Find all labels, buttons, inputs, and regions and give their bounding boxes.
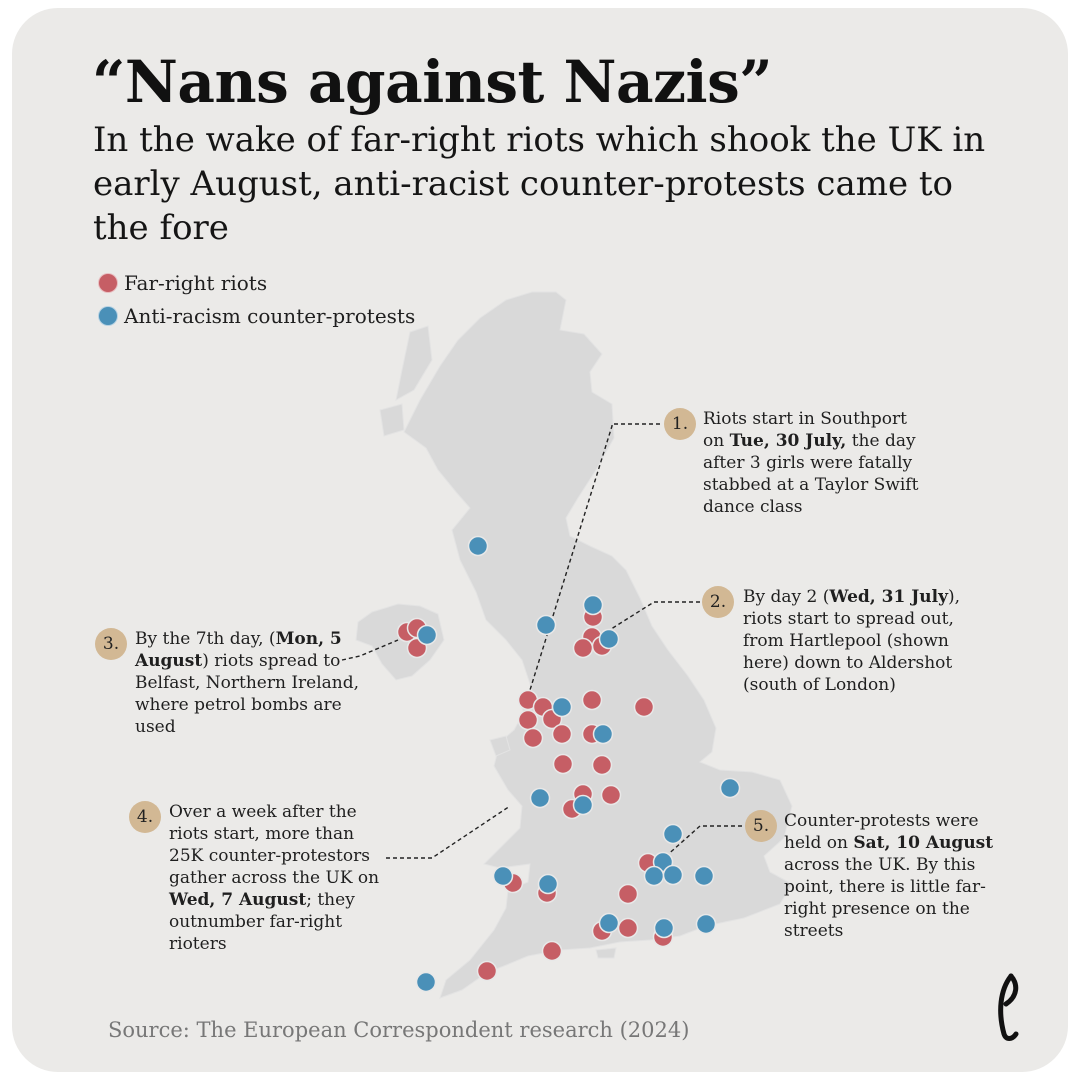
- leader-line-1: [529, 423, 660, 691]
- skye-shape: [379, 403, 405, 437]
- counter-protest-marker: [643, 865, 665, 887]
- annotation-text-run: By day 2 (: [743, 587, 830, 607]
- riot-marker: [551, 723, 573, 745]
- counter-protest-marker: [582, 594, 604, 616]
- annotation-text-run: Counter-protests were held on: [784, 811, 979, 853]
- annotation-text-run: the day after 3 girls were fatally stabb…: [703, 431, 919, 517]
- counter-protest-marker: [572, 794, 594, 816]
- counter-protest-marker: [535, 614, 557, 636]
- counter-protest-marker: [653, 917, 675, 939]
- annotation-badge-2: 2.: [702, 586, 734, 618]
- annotation-badge-4: 4.: [129, 801, 161, 833]
- isle-of-wight-shape: [595, 947, 617, 959]
- counter-protest-legend-marker: [98, 306, 118, 326]
- annotation-badge-3: 3.: [95, 628, 127, 660]
- counter-protest-marker: [537, 873, 559, 895]
- counter-protest-marker: [467, 535, 489, 557]
- leader-line-2: [599, 601, 700, 637]
- annotation-text-run: By the 7th day, (: [135, 629, 276, 649]
- annotation-text-run: ), riots start to spread out, from Hartl…: [743, 587, 960, 695]
- riot-marker: [572, 637, 594, 659]
- riot-marker: [591, 754, 613, 776]
- legend-item-riots: Far-right riots: [98, 271, 267, 295]
- riot-legend-marker: [98, 273, 118, 293]
- western-isles-shape: [395, 325, 433, 401]
- annotation-date: Mon, 5 August: [135, 629, 342, 671]
- legend-item-counter-protests: Anti-racism counter-protests: [98, 304, 415, 328]
- legend-label: Anti-racism counter-protests: [124, 304, 416, 328]
- leader-line-4: [386, 805, 511, 859]
- annotation-2-text: By day 2 (Wed, 31 July), riots start to …: [743, 586, 973, 696]
- subtitle: In the wake of far-right riots which sho…: [93, 120, 986, 248]
- annotation-badge-1: 1.: [664, 408, 696, 440]
- counter-protest-marker: [719, 777, 741, 799]
- counter-protest-marker: [529, 787, 551, 809]
- counter-protest-marker: [551, 696, 573, 718]
- european-correspondent-logo: [998, 973, 1019, 1041]
- legend-label: Far-right riots: [124, 271, 268, 295]
- riot-marker: [541, 940, 563, 962]
- riot-marker: [633, 696, 655, 718]
- annotation-text-run: ; they outnumber far-right rioters: [169, 890, 355, 954]
- riot-marker: [552, 753, 574, 775]
- annotation-leader-lines: [341, 423, 742, 859]
- annotation-text-run: Riots start in Southport on: [703, 409, 907, 451]
- counter-protest-marker: [598, 912, 620, 934]
- annotation-text-run: Over a week after the riots start, more …: [169, 802, 380, 888]
- counter-protest-marker: [492, 865, 514, 887]
- riot-marker: [581, 689, 603, 711]
- riot-marker: [617, 917, 639, 939]
- annotation-date: Tue, 30 July,: [729, 431, 847, 451]
- annotation-date: Wed, 7 August: [169, 890, 307, 910]
- riot-marker: [522, 727, 544, 749]
- leader-line-5: [663, 825, 742, 859]
- counter-protest-marker: [693, 865, 715, 887]
- source-note: Source: The European Correspondent resea…: [108, 1018, 690, 1042]
- annotation-5-text: Counter-protests were held on Sat, 10 Au…: [784, 810, 1004, 942]
- counter-protest-marker: [592, 723, 614, 745]
- counter-protest-marker: [695, 913, 717, 935]
- annotation-text-run: ) riots spread to Belfast, Northern Irel…: [135, 651, 360, 737]
- riot-marker: [617, 883, 639, 905]
- counter-protest-marker: [415, 971, 437, 993]
- annotation-date: Sat, 10 August: [853, 833, 994, 853]
- counter-protest-markers: [415, 535, 741, 993]
- annotation-badge-5: 5.: [745, 810, 777, 842]
- annotation-text-run: across the UK. By this point, there is l…: [784, 855, 986, 941]
- headline: “Nans against Nazis”: [92, 48, 773, 116]
- anglesey-shape: [489, 735, 511, 757]
- annotation-3-text: By the 7th day, (Mon, 5 August) riots sp…: [135, 628, 375, 738]
- annotation-4-text: Over a week after the riots start, more …: [169, 801, 387, 955]
- counter-protest-marker: [662, 864, 684, 886]
- riot-marker: [517, 709, 539, 731]
- annotation-1-text: Riots start in Southport on Tue, 30 July…: [703, 408, 933, 518]
- counter-protest-marker: [416, 624, 438, 646]
- annotation-date: Wed, 31 July: [829, 587, 948, 607]
- counter-protest-marker: [662, 823, 684, 845]
- leader-line-3: [341, 639, 399, 661]
- counter-protest-marker: [598, 628, 620, 650]
- riot-marker: [600, 784, 622, 806]
- riot-marker: [476, 960, 498, 982]
